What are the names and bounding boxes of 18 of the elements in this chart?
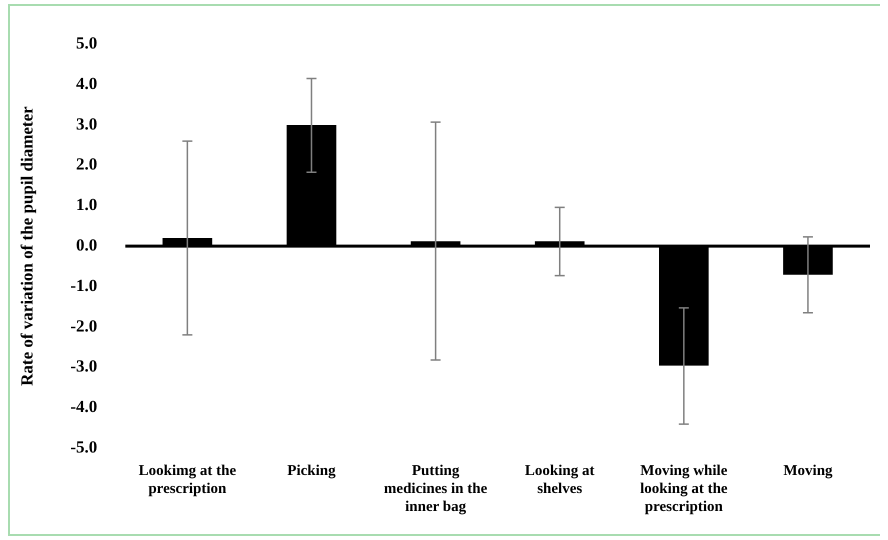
y-axis-title: Rate of variation of the pupil diameter — [18, 106, 37, 386]
y-tick-label: -5.0 — [70, 437, 98, 456]
y-tick-label: -4.0 — [70, 397, 98, 416]
x-tick-label: Putting medicines in the inner bag — [384, 462, 488, 515]
y-tick-label: -3.0 — [70, 356, 98, 376]
x-tick-label: Moving — [783, 462, 834, 479]
y-tick-label: 1.0 — [76, 195, 98, 214]
y-tick-label: 2.0 — [76, 154, 98, 174]
x-tick-label: Picking — [287, 462, 336, 479]
x-tick-label: Lookimg at the prescription — [138, 462, 236, 497]
x-tick-label: Looking at shelves — [524, 462, 595, 497]
y-tick-label: -2.0 — [70, 316, 98, 336]
y-tick-label: 4.0 — [76, 74, 98, 93]
x-tick-label: Moving while looking at the prescription — [640, 462, 728, 515]
y-tick-label: 5.0 — [76, 34, 98, 53]
y-tick-label: 3.0 — [76, 114, 98, 134]
y-tick-label: 0.0 — [76, 235, 98, 254]
y-tick-label: -1.0 — [70, 276, 98, 295]
